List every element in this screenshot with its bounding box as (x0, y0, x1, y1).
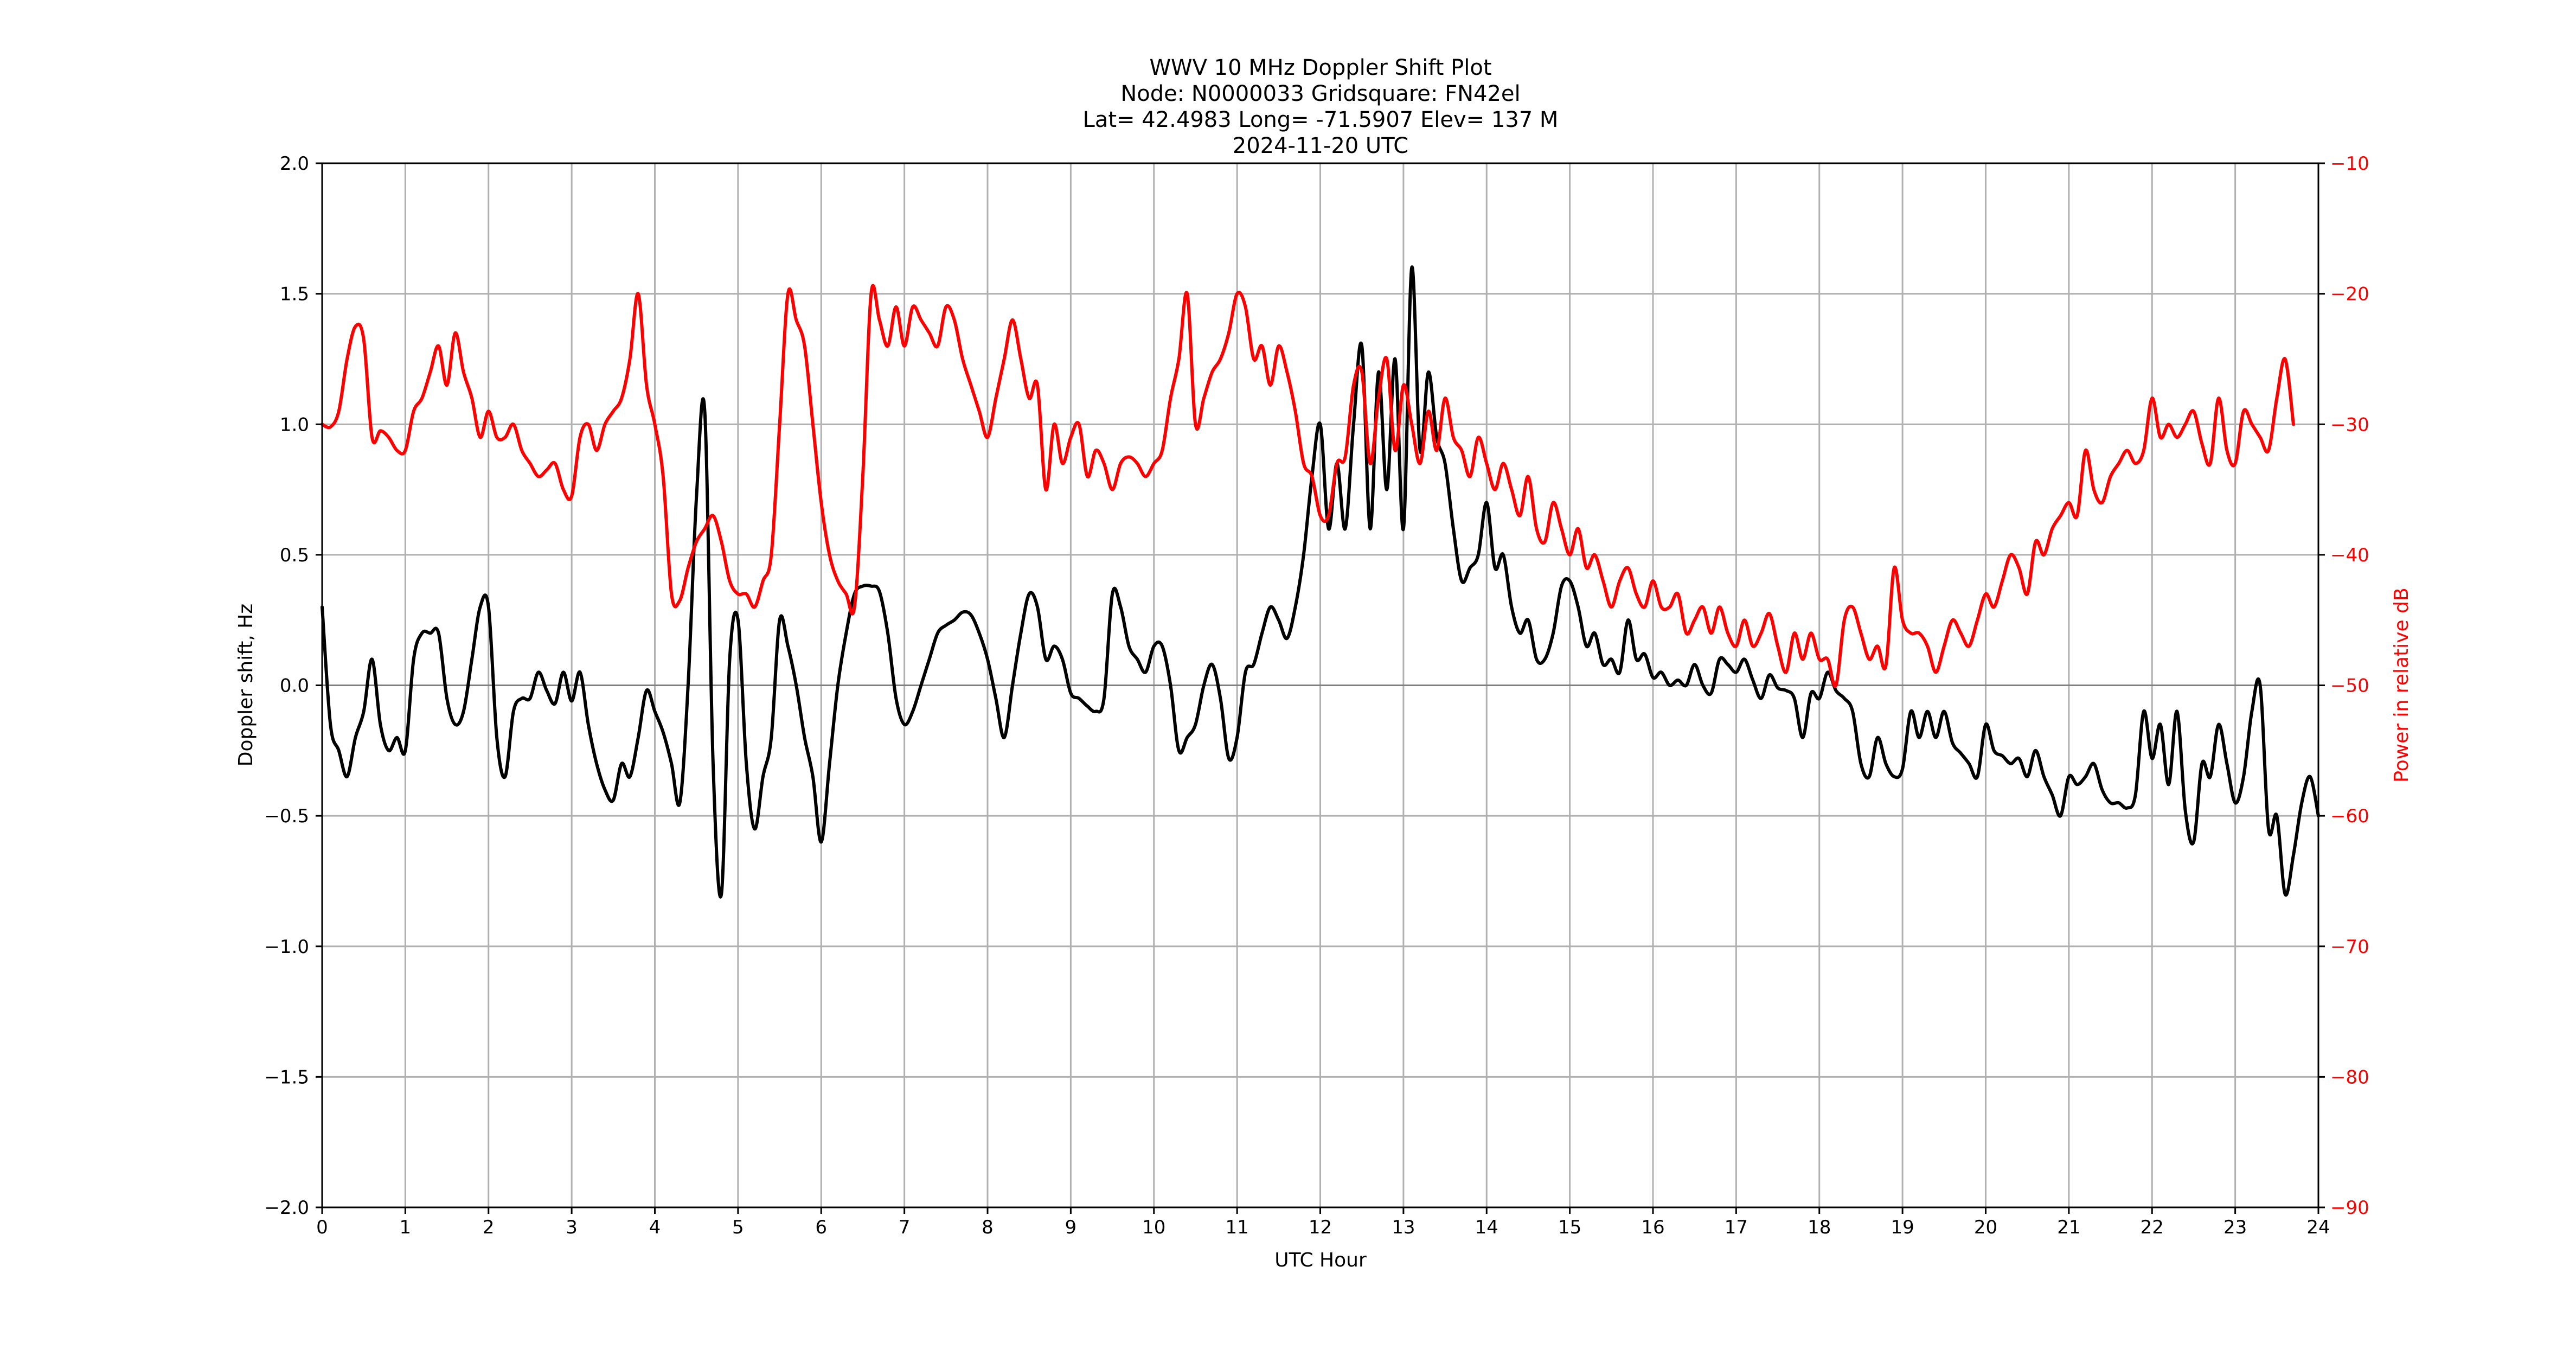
x-tick-label: 6 (815, 1217, 827, 1238)
x-tick-label: 2 (483, 1217, 495, 1238)
title-line-3: Lat= 42.4983 Long= -71.5907 Elev= 137 M (1083, 107, 1559, 132)
x-tick-label: 11 (1225, 1217, 1248, 1238)
x-tick-label: 14 (1475, 1217, 1498, 1238)
y-tick-label-right: −50 (2330, 675, 2369, 697)
x-tick-label: 24 (2306, 1217, 2330, 1238)
y-axis-label-left: Doppler shift, Hz (235, 604, 257, 766)
x-tick-label: 15 (1558, 1217, 1581, 1238)
y-tick-label: 0.0 (280, 675, 309, 697)
y-tick-label: −1.5 (264, 1066, 309, 1088)
y-axis-ticks-right: −10 −20 −30 −40 −50 −60 −70 −80 −90 (2318, 153, 2369, 1219)
y-tick-label: −0.5 (264, 805, 309, 827)
y-tick-label-right: −30 (2330, 414, 2369, 436)
x-tick-label: 9 (1065, 1217, 1077, 1238)
y-tick-label-right: −10 (2330, 153, 2369, 175)
x-tick-label: 19 (1891, 1217, 1914, 1238)
x-tick-label: 3 (566, 1217, 578, 1238)
title-line-2: Node: N0000033 Gridsquare: FN42el (1120, 81, 1520, 106)
x-tick-label: 18 (1808, 1217, 1831, 1238)
chart-title: WWV 10 MHz Doppler Shift Plot Node: N000… (1083, 55, 1559, 158)
y-tick-label: 1.5 (280, 284, 309, 305)
y-axis-label-right: Power in relative dB (2391, 587, 2413, 782)
x-tick-label: 23 (2223, 1217, 2247, 1238)
y-tick-label-right: −80 (2330, 1066, 2369, 1088)
title-line-1: WWV 10 MHz Doppler Shift Plot (1149, 55, 1491, 80)
y-tick-label: −1.0 (264, 936, 309, 958)
x-tick-label: 13 (1392, 1217, 1415, 1238)
y-tick-label-right: −60 (2330, 805, 2369, 827)
x-tick-label: 10 (1142, 1217, 1165, 1238)
x-tick-label: 1 (400, 1217, 412, 1238)
y-axis-ticks-left: 2.0 1.5 1.0 0.5 0.0 −0.5 −1.0 −1.5 −2.0 (264, 153, 322, 1219)
x-tick-label: 17 (1725, 1217, 1748, 1238)
x-tick-label: 0 (316, 1217, 328, 1238)
y-tick-label-right: −40 (2330, 545, 2369, 566)
y-tick-label: 2.0 (280, 153, 309, 175)
x-axis-ticks: 0 1 2 3 4 5 6 7 8 9 10 11 12 13 14 15 16 17 18 19 20 21 22 23 24 (316, 1207, 2330, 1238)
y-tick-label-right: −70 (2330, 936, 2369, 958)
x-tick-label: 7 (899, 1217, 911, 1238)
power-line (321, 284, 2295, 688)
y-tick-label-right: −90 (2330, 1197, 2369, 1219)
doppler-shift-line (321, 265, 2320, 899)
y-tick-label: 0.5 (280, 545, 309, 566)
x-tick-label: 21 (2057, 1217, 2080, 1238)
x-tick-label: 8 (982, 1217, 994, 1238)
y-tick-label-right: −20 (2330, 284, 2369, 305)
x-tick-label: 16 (1641, 1217, 1664, 1238)
x-tick-label: 12 (1309, 1217, 1332, 1238)
x-tick-label: 5 (732, 1217, 744, 1238)
x-tick-label: 20 (1974, 1217, 1997, 1238)
data-series (321, 265, 2320, 899)
grid-lines (321, 162, 2319, 1208)
title-line-4: 2024-11-20 UTC (1233, 133, 1408, 158)
x-tick-label: 22 (2141, 1217, 2164, 1238)
y-tick-label: −2.0 (264, 1197, 309, 1219)
x-axis-label: UTC Hour (1274, 1249, 1367, 1271)
y-tick-label: 1.0 (280, 414, 309, 436)
x-tick-label: 4 (649, 1217, 661, 1238)
